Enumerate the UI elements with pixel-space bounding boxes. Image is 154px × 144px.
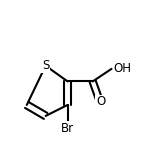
Text: O: O (96, 95, 105, 108)
Text: OH: OH (113, 62, 131, 75)
Text: Br: Br (61, 122, 74, 135)
Text: S: S (42, 59, 49, 72)
